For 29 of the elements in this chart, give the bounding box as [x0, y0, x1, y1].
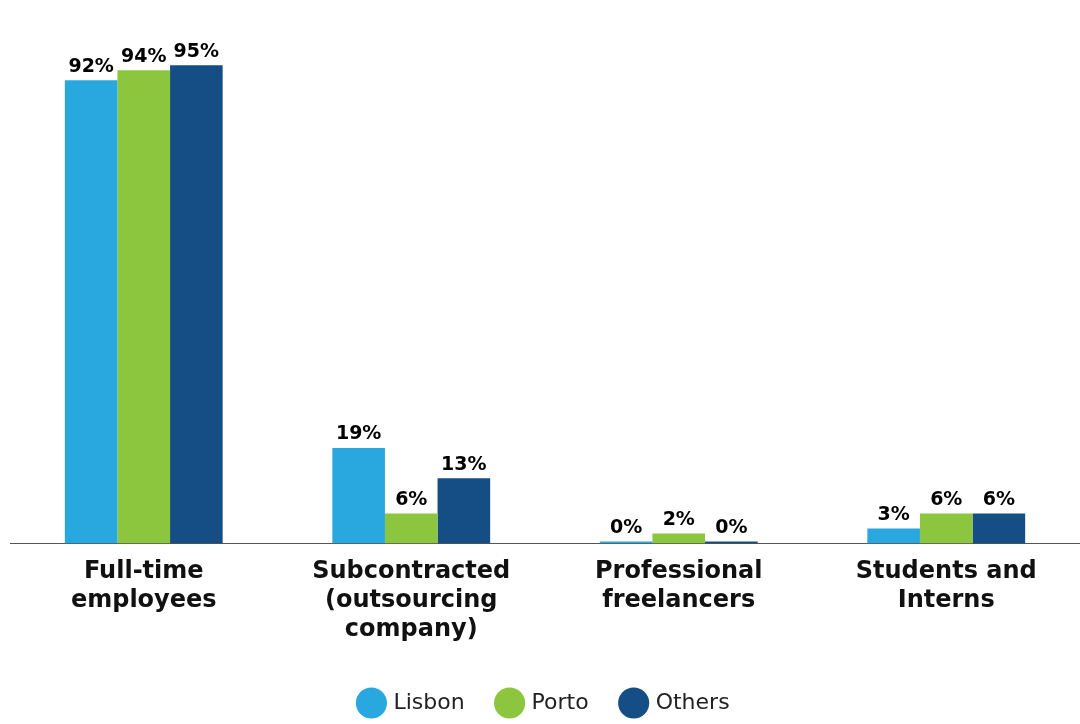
data-label: 92% — [68, 53, 114, 76]
data-label: 94% — [121, 43, 167, 66]
x-tick-label: Full-time employees — [70, 556, 217, 614]
bar — [332, 447, 385, 544]
legend-label: Lisbon — [393, 688, 465, 714]
bar — [919, 513, 973, 544]
x-tick-label: Students and Interns — [855, 556, 1037, 614]
data-label: 3% — [877, 501, 910, 524]
bar — [170, 65, 223, 544]
data-label: 6% — [982, 486, 1015, 509]
x-tick-label: Subcontracted (outsourcing company) — [312, 556, 511, 642]
bar — [117, 70, 171, 544]
bar — [867, 528, 920, 544]
bar — [437, 478, 491, 544]
x-tick-label: Professional freelancers — [595, 556, 763, 614]
data-label: 0% — [610, 515, 643, 538]
bar — [972, 513, 1026, 544]
data-label: 95% — [173, 38, 220, 61]
data-label: 2% — [662, 506, 695, 529]
data-label: 19% — [335, 421, 382, 444]
legend-label: Porto — [531, 688, 589, 714]
data-label: 0% — [715, 515, 748, 538]
bar — [652, 533, 706, 544]
legend-label: Others — [655, 688, 730, 714]
bar — [64, 80, 118, 544]
bar — [384, 513, 438, 544]
data-label: 13% — [441, 451, 487, 474]
data-label: 6% — [930, 486, 963, 509]
data-label: 6% — [395, 486, 428, 509]
